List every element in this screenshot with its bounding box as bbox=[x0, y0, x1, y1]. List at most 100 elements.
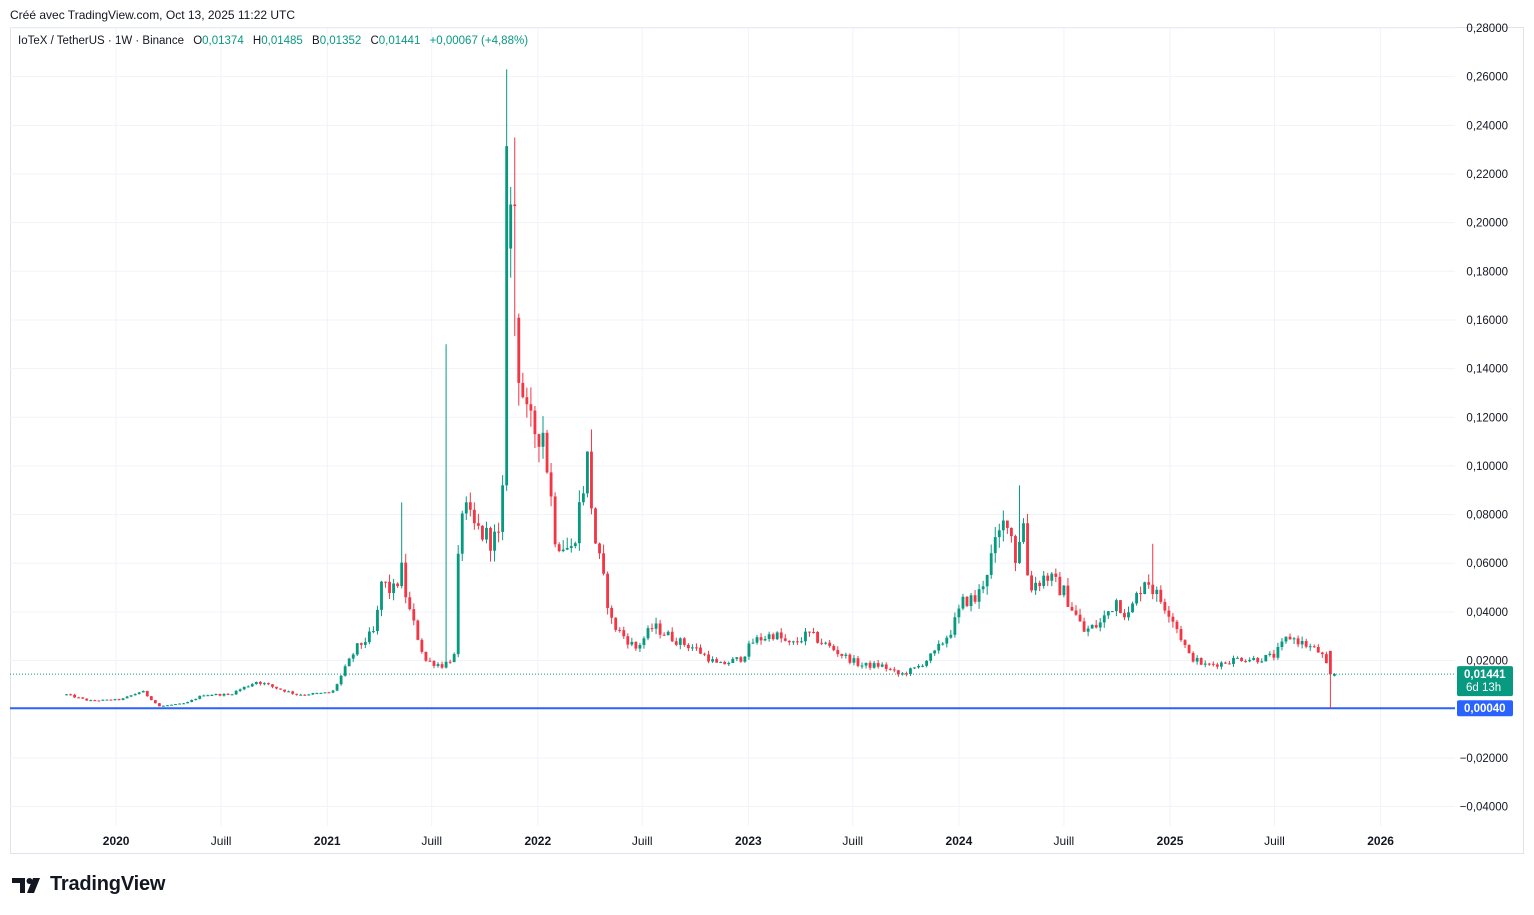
candle-up bbox=[254, 681, 258, 685]
candle-body bbox=[1268, 653, 1272, 655]
candle-down bbox=[157, 702, 161, 707]
candle-body bbox=[634, 641, 638, 649]
candle-body bbox=[1191, 653, 1195, 662]
x-tick-label: Juill bbox=[1264, 834, 1285, 848]
candle-body bbox=[464, 502, 468, 514]
horizontal-line-label: 0,00040 bbox=[1457, 700, 1513, 717]
candle-down bbox=[1014, 534, 1017, 572]
candle-body bbox=[444, 661, 448, 668]
candle-body bbox=[933, 650, 937, 654]
candle-body bbox=[763, 638, 767, 641]
legend-close: 0,01441 bbox=[378, 35, 421, 47]
candle-up bbox=[900, 672, 904, 676]
candle-body bbox=[97, 700, 101, 702]
candle-down bbox=[1187, 644, 1191, 654]
candle-up bbox=[460, 510, 464, 562]
candle-up bbox=[376, 605, 379, 635]
candle-down bbox=[109, 699, 113, 701]
candle-down bbox=[1207, 662, 1211, 666]
candle-up bbox=[311, 692, 315, 696]
y-axis[interactable]: −0,04000 −0,02000 0,02000 0,04000 0,06000 0,0… bbox=[1460, 23, 1508, 814]
x-axis[interactable]: 2020 Juill 2021 Juill 2022 Juill 2023 Juill 2024… bbox=[103, 834, 1394, 848]
candle-body bbox=[666, 631, 670, 636]
candle-body bbox=[121, 698, 125, 700]
candle-up bbox=[961, 593, 965, 611]
candle-up bbox=[166, 705, 169, 707]
candle-body bbox=[945, 637, 949, 644]
candle-body bbox=[440, 664, 444, 668]
candle-body bbox=[1244, 661, 1248, 663]
candle-up bbox=[1127, 606, 1130, 621]
candle-body bbox=[1219, 662, 1223, 667]
y-tick-label: 0,16000 bbox=[1466, 315, 1508, 327]
candle-body bbox=[101, 699, 105, 701]
candle-down bbox=[868, 660, 872, 671]
y-tick-label: 0,10000 bbox=[1466, 461, 1508, 473]
candle-down bbox=[275, 686, 278, 690]
legend-close-label: C bbox=[370, 35, 379, 47]
candle-down bbox=[610, 605, 614, 624]
candle-up bbox=[541, 416, 545, 459]
candle-body bbox=[1236, 657, 1239, 659]
candle-up bbox=[1236, 656, 1239, 659]
candle-down bbox=[674, 637, 678, 647]
candle-up bbox=[493, 524, 496, 562]
candle-up bbox=[804, 628, 807, 646]
candle-down bbox=[590, 429, 593, 515]
candle-up bbox=[178, 703, 182, 705]
candle-body bbox=[1308, 646, 1312, 648]
candle-body bbox=[497, 531, 501, 533]
candle-down bbox=[279, 688, 282, 690]
candle-up bbox=[1034, 576, 1038, 595]
candle-body bbox=[206, 695, 210, 697]
tradingview-logo[interactable]: TradingView bbox=[12, 873, 165, 896]
candle-up bbox=[751, 638, 755, 644]
horizontal-line-value: 0,00040 bbox=[1464, 703, 1506, 715]
candle-down bbox=[1312, 644, 1316, 648]
candle-down bbox=[525, 387, 529, 418]
candle-body bbox=[493, 531, 496, 551]
candle-body bbox=[190, 700, 194, 703]
candle-down bbox=[622, 626, 626, 639]
candle-up bbox=[711, 656, 715, 664]
candle-body bbox=[755, 637, 759, 643]
candle-body bbox=[816, 631, 819, 643]
candle-body bbox=[884, 664, 888, 669]
candle-body bbox=[1143, 582, 1147, 595]
candle-body bbox=[1098, 622, 1102, 628]
candle-body bbox=[367, 631, 371, 643]
candle-down bbox=[828, 639, 832, 648]
candle-body bbox=[246, 686, 250, 688]
candle-up bbox=[210, 694, 214, 697]
candle-up bbox=[452, 652, 456, 663]
candle-body bbox=[1001, 520, 1005, 531]
candle-up bbox=[194, 698, 198, 701]
candle-up bbox=[1268, 651, 1272, 657]
candle-body bbox=[1110, 611, 1114, 613]
candle-down bbox=[1026, 513, 1029, 576]
candle-body bbox=[690, 647, 694, 649]
candle-body bbox=[1050, 573, 1054, 581]
x-tick-label: Juill bbox=[842, 834, 863, 848]
legend-symbol[interactable]: IoTeX / TetherUS · 1W · Binance bbox=[18, 35, 184, 47]
candle-body bbox=[872, 663, 876, 668]
candle-up bbox=[1284, 636, 1288, 644]
candle-body bbox=[703, 653, 706, 655]
candle-down bbox=[396, 582, 400, 589]
candle-body bbox=[775, 632, 779, 640]
candle-down bbox=[686, 643, 690, 652]
x-tick-label: 2020 bbox=[103, 834, 130, 848]
candle-body bbox=[141, 690, 145, 693]
x-tick-label: 2023 bbox=[735, 834, 762, 848]
candle-up bbox=[464, 496, 468, 520]
candle-body bbox=[973, 595, 977, 602]
candle-body bbox=[267, 683, 270, 685]
candle-down bbox=[739, 655, 743, 663]
candle-up bbox=[763, 635, 767, 642]
candle-body bbox=[460, 513, 464, 554]
candle-down bbox=[715, 657, 719, 663]
candle-body bbox=[917, 665, 920, 668]
candle-body bbox=[327, 692, 331, 694]
candle-up bbox=[182, 703, 186, 705]
